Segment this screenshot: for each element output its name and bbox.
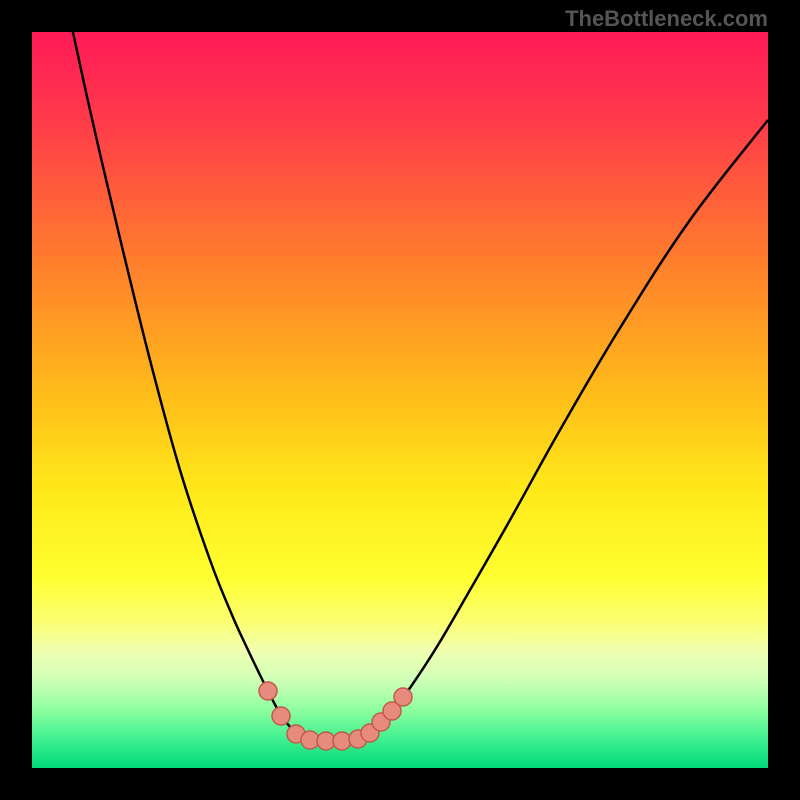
- data-marker: [333, 732, 351, 750]
- data-marker: [272, 707, 290, 725]
- bottleneck-chart: [0, 0, 800, 800]
- data-marker: [394, 688, 412, 706]
- data-marker: [301, 731, 319, 749]
- plot-background: [32, 32, 768, 768]
- data-marker: [259, 682, 277, 700]
- watermark-text: TheBottleneck.com: [565, 6, 768, 32]
